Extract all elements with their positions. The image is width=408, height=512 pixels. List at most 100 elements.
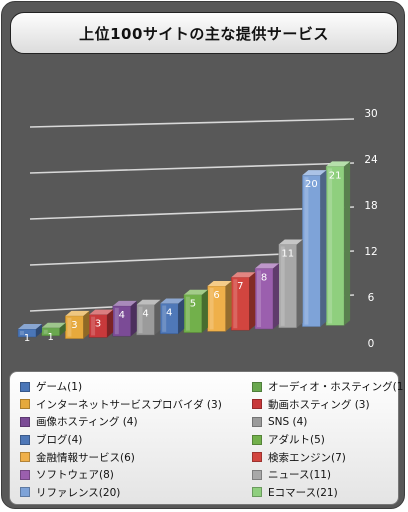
bar-top [89, 309, 114, 315]
bar: 3 [65, 310, 90, 339]
bar-value-label: 7 [237, 281, 243, 292]
bar: 4 [112, 300, 137, 337]
bar-top [255, 263, 279, 269]
bar-top [278, 239, 303, 245]
bar-highlight [209, 287, 214, 330]
legend-label: ブログ(4) [36, 434, 83, 447]
bar-side [130, 300, 137, 337]
y-tick-label: 18 [364, 200, 377, 212]
bar-side [344, 161, 351, 326]
legend-item: ソフトウェア(8) [20, 466, 222, 484]
bar: 1 [17, 324, 42, 344]
title-box: 上位100サイトの主な提供サービス [10, 12, 398, 54]
bar: 1 [41, 322, 66, 343]
bar: 3 [88, 309, 114, 338]
y-tick-label: 12 [364, 246, 377, 258]
bar-highlight [138, 306, 143, 333]
legend-swatch [252, 381, 262, 392]
legend-item: リファレンス(20) [20, 484, 222, 502]
legend-label: SNS (4) [268, 415, 308, 428]
legend-label: オーディオ・ホスティング(1) [268, 381, 405, 394]
bar-value-label: 5 [190, 299, 196, 310]
bar-value-label: 1 [24, 333, 30, 344]
legend-swatch [20, 434, 30, 445]
bar-value-label: 4 [142, 309, 148, 320]
legend-swatch [20, 487, 30, 498]
bar-side [320, 170, 327, 327]
bar-value-label: 20 [305, 179, 318, 190]
bar-side [201, 289, 208, 333]
legend-item: Eコマース(21) [252, 484, 404, 502]
bar: 7 [231, 272, 256, 331]
bar: 21 [325, 161, 351, 326]
bar-side [107, 309, 114, 338]
legend-label: 検索エンジン(7) [268, 451, 346, 464]
bar-highlight [67, 317, 72, 337]
legend-swatch [252, 416, 262, 427]
legend-label: ゲーム(1) [36, 381, 83, 394]
legend-item: オーディオ・ホスティング(1) [252, 378, 405, 396]
bar-highlight [328, 168, 333, 324]
bar-top [160, 298, 185, 304]
bar-value-label: 4 [166, 308, 172, 319]
bar-highlight [257, 270, 261, 327]
legend-swatch [20, 381, 30, 392]
gridline [29, 118, 355, 128]
legend-swatch [20, 416, 30, 427]
legend-column-left: ゲーム(1) インターネットサービスプロバイダ (3) 画像ホスティング (4) ブロ… [20, 378, 222, 501]
legend-item: 動画ホスティング (3) [252, 396, 404, 414]
bar-top [326, 161, 351, 167]
bar-highlight [280, 246, 285, 326]
bar: 4 [136, 299, 161, 336]
bar-value-label: 11 [281, 249, 294, 260]
bar-value-label: 4 [119, 310, 125, 321]
legend: ゲーム(1) インターネットサービスプロバイダ (3) 画像ホスティング (4) ブロ… [9, 371, 404, 505]
bar-top [136, 299, 161, 305]
legend-label: アダルト(5) [268, 434, 325, 447]
bar-highlight [304, 177, 309, 325]
legend-label: 動画ホスティング (3) [268, 398, 370, 411]
bar-highlight [114, 307, 119, 335]
bar-value-label: 3 [95, 319, 101, 330]
legend-swatch [20, 399, 30, 410]
bar-highlight [43, 329, 48, 334]
bar-side [59, 322, 66, 336]
bar-side [273, 263, 279, 329]
legend-swatch [252, 434, 262, 445]
legend-item: ニュース(11) [252, 466, 404, 484]
bar-top [231, 272, 256, 278]
legend-label: 画像ホスティング (4) [36, 416, 138, 429]
legend-label: インターネットサービスプロバイダ (3) [36, 398, 222, 411]
bar-top [183, 289, 208, 295]
legend-label: Eコマース(21) [268, 486, 338, 499]
bar-side [178, 298, 185, 334]
legend-item: 金融情報サービス(6) [20, 448, 222, 466]
bar-value-label: 3 [71, 320, 77, 331]
bar: 4 [159, 298, 185, 335]
bar-side [36, 324, 42, 337]
bar-top [41, 322, 66, 328]
bar-highlight [20, 331, 24, 335]
bar-highlight [185, 296, 190, 331]
bar: 20 [302, 170, 327, 327]
bar-top [18, 324, 42, 329]
y-tick-label: 30 [364, 108, 377, 120]
bar-side [83, 310, 90, 339]
gridline [29, 206, 355, 220]
legend-label: 金融情報サービス(6) [36, 451, 135, 464]
bar-side [296, 239, 303, 328]
legend-swatch [252, 399, 262, 410]
bar-highlight [91, 316, 96, 336]
legend-item: SNS (4) [252, 413, 404, 431]
legend-item: 検索エンジン(7) [252, 448, 404, 466]
bar-top [207, 280, 232, 286]
legend-item: インターネットサービスプロバイダ (3) [20, 396, 222, 414]
bar-top [65, 310, 90, 316]
legend-swatch [252, 469, 262, 480]
bar-side [249, 272, 256, 331]
bar-top [112, 300, 137, 306]
y-tick-label: 6 [368, 292, 375, 304]
legend-swatch [20, 452, 30, 463]
